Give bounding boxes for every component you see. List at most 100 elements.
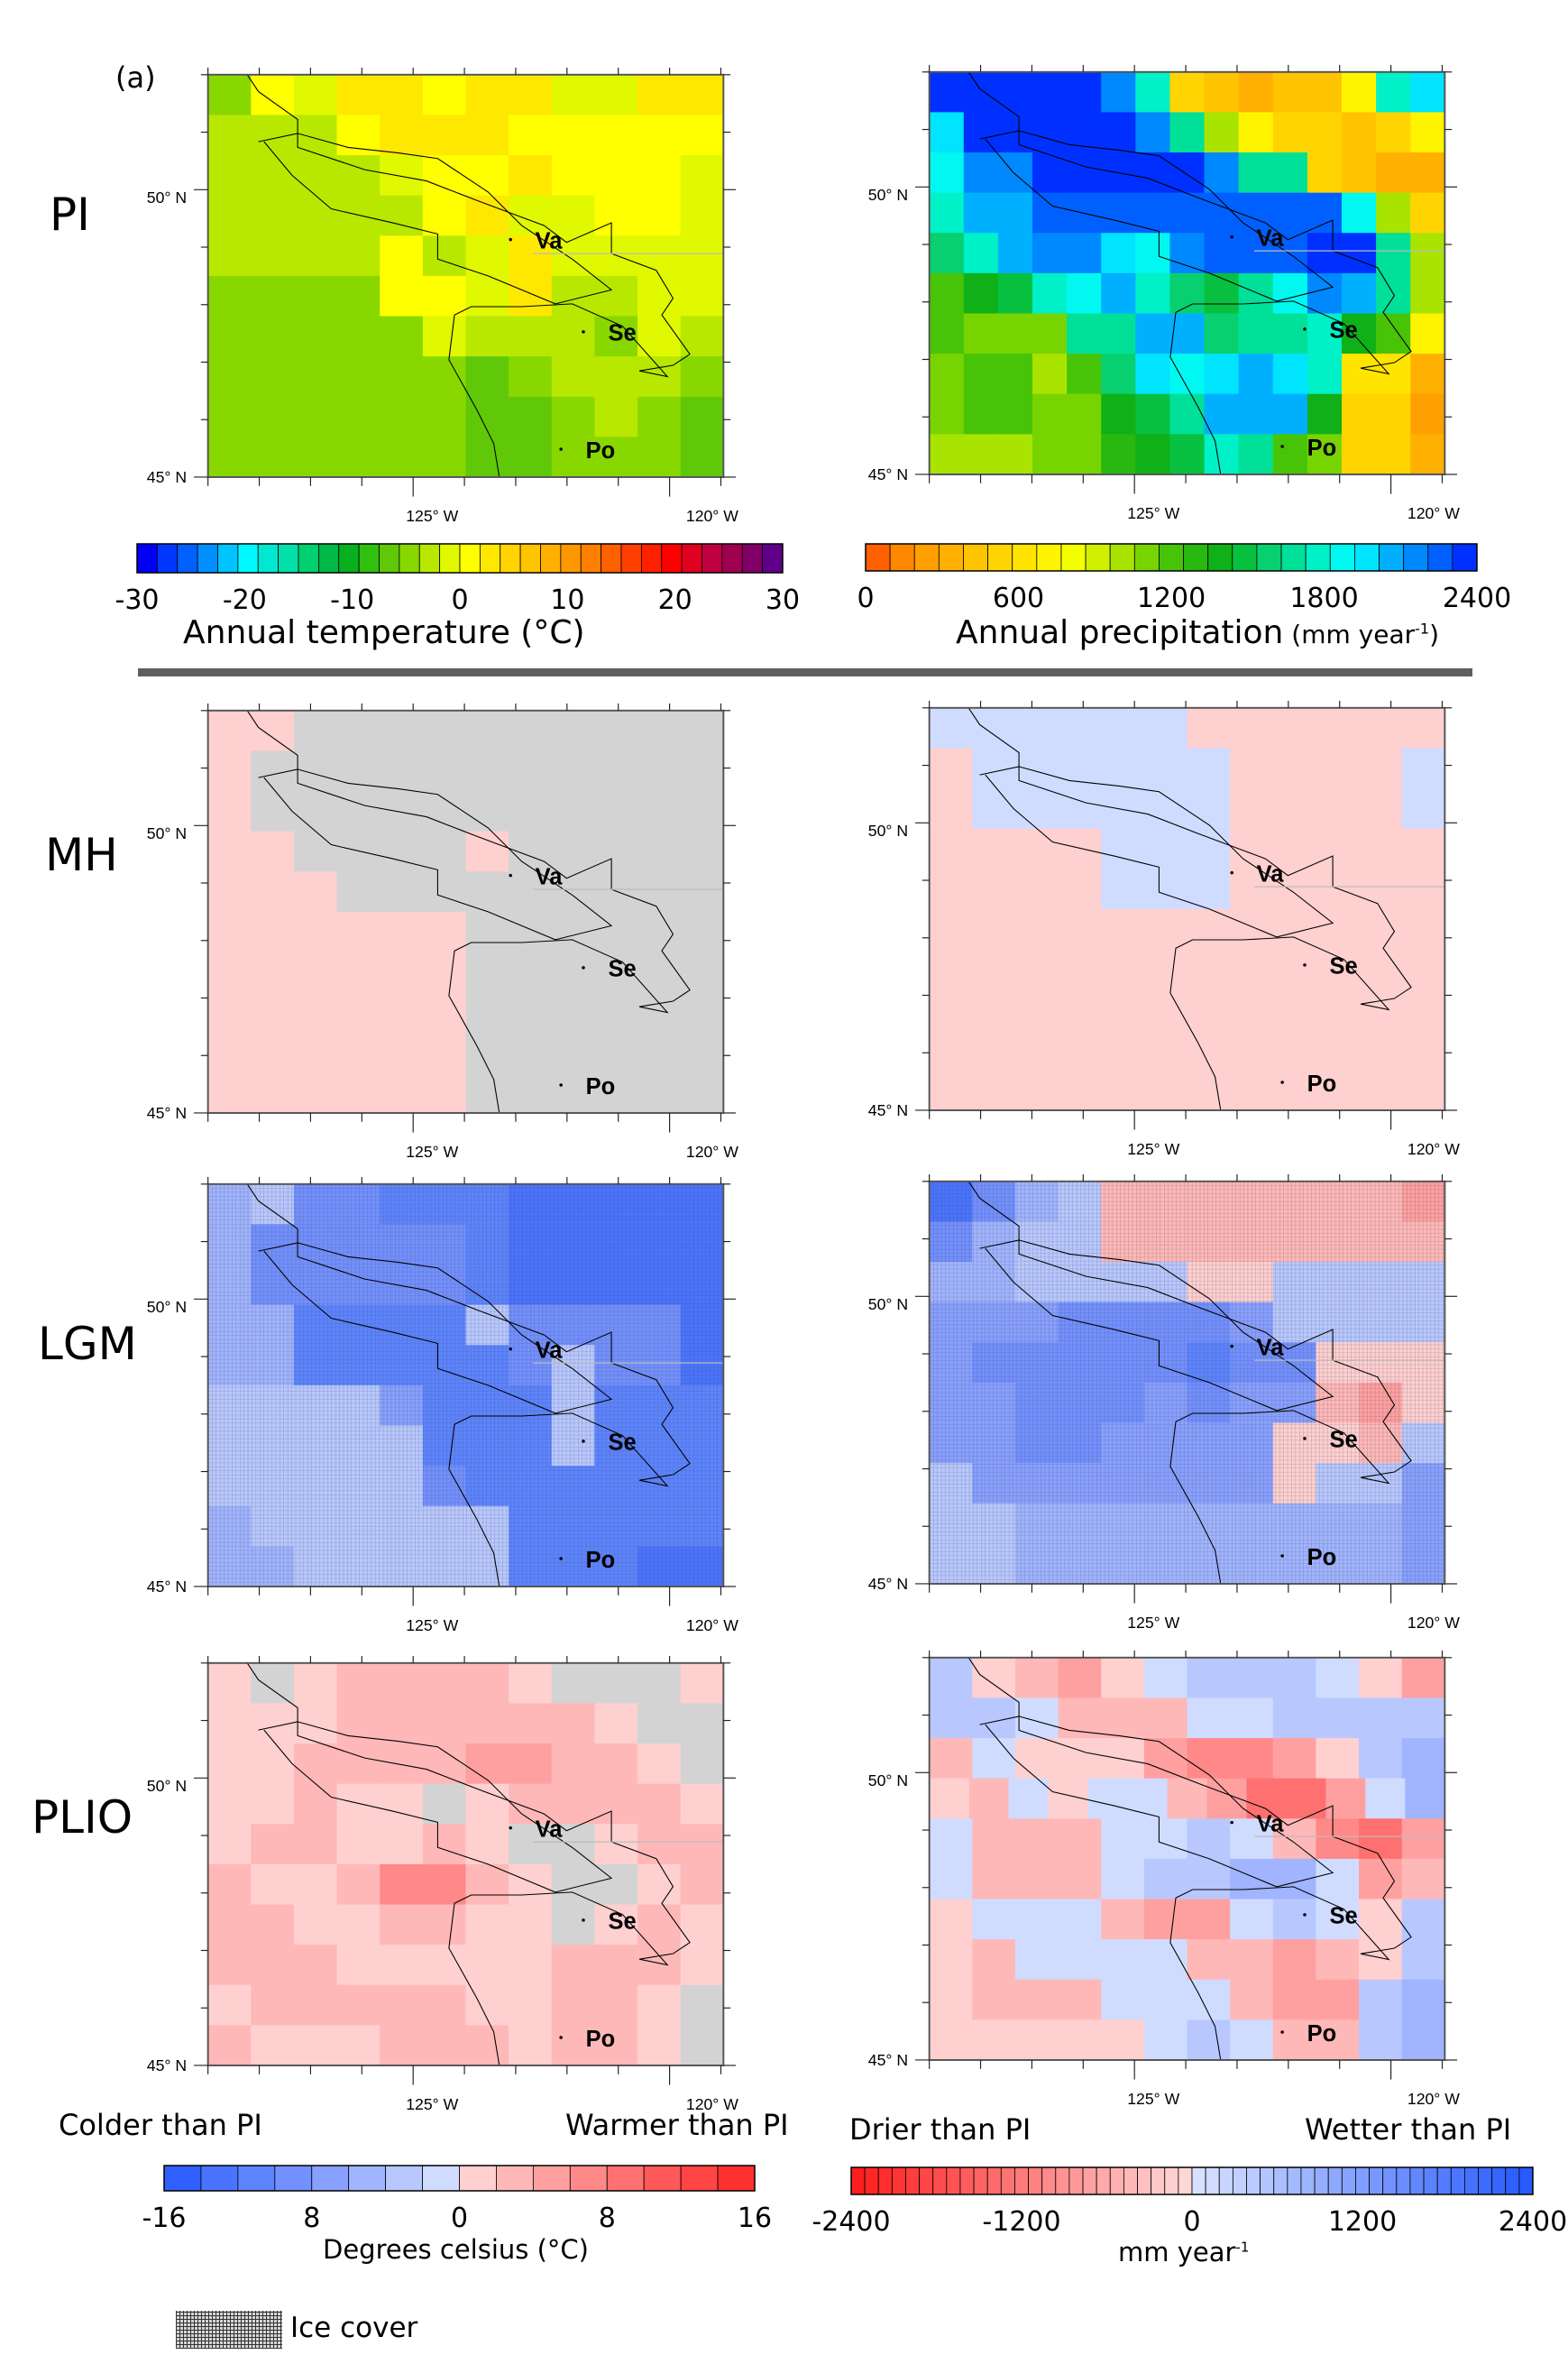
colorbar-swatch [1207,543,1233,572]
grid-cell [293,437,338,478]
grid-cell [1187,1939,1231,1981]
island-coastline [258,768,613,941]
grid-cell [1143,1899,1188,1940]
grid-cell [207,1032,252,1073]
grid-cell [336,155,381,197]
grid-cell [551,952,596,993]
grid-cell [1359,1657,1403,1699]
grid-cell [594,1945,638,1986]
grid-cell [594,1032,638,1073]
colorbar-swatch [973,2166,988,2195]
grid-cell [509,1783,553,1825]
grid-cell [251,1945,295,1986]
grid-cell [1272,1738,1317,1780]
colorbar-swatch [865,543,891,572]
colorbar-swatch [1036,543,1062,572]
grid-cell [465,437,509,478]
grid-cell [1230,2019,1274,2061]
grid-cell [963,354,999,395]
grid-cell [1230,1939,1274,1981]
colorbar-swatch [721,543,743,574]
grid-cell [929,1979,973,2020]
grid-cell [637,356,682,398]
grid-cell [594,1072,638,1114]
grid-cell [465,1783,509,1825]
lat-label-50n: 50° N [147,1298,187,1316]
colorbar-swatch [532,2165,571,2192]
grid-cell [637,1032,682,1073]
site-marker [582,966,585,970]
site-label-po: Po [586,2027,616,2052]
grid-cell [465,1824,509,1865]
grid-cell [251,2025,295,2066]
grid-cell [1230,1029,1274,1071]
grid-cell [380,1824,424,1865]
grid-cell [293,1863,338,1906]
grid-cell [929,2019,973,2061]
grid-cell [1206,1778,1248,1819]
map-frame [206,709,725,1114]
grid-cell [594,1743,638,1785]
grid-cell [207,1703,252,1744]
grid-cell [1014,1070,1059,1111]
colorbar-swatch [237,2165,276,2192]
grid-cell [929,434,965,475]
grid-cell [509,1984,553,2026]
grid-cell [1359,989,1403,1031]
grid-cell [1143,1070,1188,1111]
grid-cell [551,1032,596,1073]
grid-cell [293,1945,338,1986]
grid-cell [336,1662,381,1705]
grid-cell [1359,1858,1403,1900]
grid-cell [1143,1657,1188,1699]
island-coastline [258,1721,613,1893]
grid-cell [1101,1858,1145,1900]
grid-cell [1101,112,1136,153]
grid-cell [551,1743,596,1785]
lon-label-125w: 125° W [406,1143,458,1161]
colorbar-swatch [1478,2166,1493,2195]
colorbar-pi-temperature: -30 -20 -10 0 10 20 30 [115,543,800,616]
grid-cell [997,112,1033,153]
grid-cell [1342,313,1377,354]
grid-cell [509,750,553,792]
colorbar-swatch [1000,2166,1015,2195]
pi_precip-svg: 50° N 45° N 125° W 120° W Va Se Po [868,64,1460,522]
grid-cell [422,275,467,317]
grid-cell [380,831,424,872]
grid-cell [509,1824,553,1865]
grid-cell [637,1783,682,1825]
grid-cell [465,74,509,116]
colorbar-swatch [1082,2166,1097,2195]
lgm_temp-svg: 50° N 45° N 125° W 120° W Va Se Po [147,1176,738,1634]
grid-cell [1401,1858,1445,1900]
grid-cell [551,115,596,156]
grid-cell [1401,1029,1445,1071]
grid-cell [1342,272,1377,315]
grid-cell [1143,1818,1188,1860]
grid-cell [380,1662,424,1705]
grid-cell [1401,1939,1445,1981]
grid-cell [1143,828,1188,869]
grid-cell [1101,313,1136,354]
grid-cell [380,437,424,478]
grid-cell [680,437,724,478]
grid-cell [1087,1778,1129,1819]
colorbar-swatch [1369,2166,1384,2195]
grid-cell [551,1824,596,1865]
grid-cell [680,750,724,792]
colorbar-swatch [1518,2166,1534,2195]
grid-cell [1067,152,1102,194]
grid-cell [963,152,999,194]
grid-cell [594,356,638,398]
plio_precip-svg: 50° N 45° N 125° W 120° W Va Se Po [868,1650,1460,2108]
site-label-po: Po [586,1074,616,1099]
colorbar-tick-label: 8 [303,2203,320,2234]
grid-cell [207,115,252,156]
grid-cell [1204,313,1240,354]
colorbar-swatch [938,543,964,572]
grid-cell [680,235,724,277]
grid-cell [1204,272,1240,315]
grid-cell [1286,1778,1327,1819]
colorbar-swatch [500,543,521,574]
